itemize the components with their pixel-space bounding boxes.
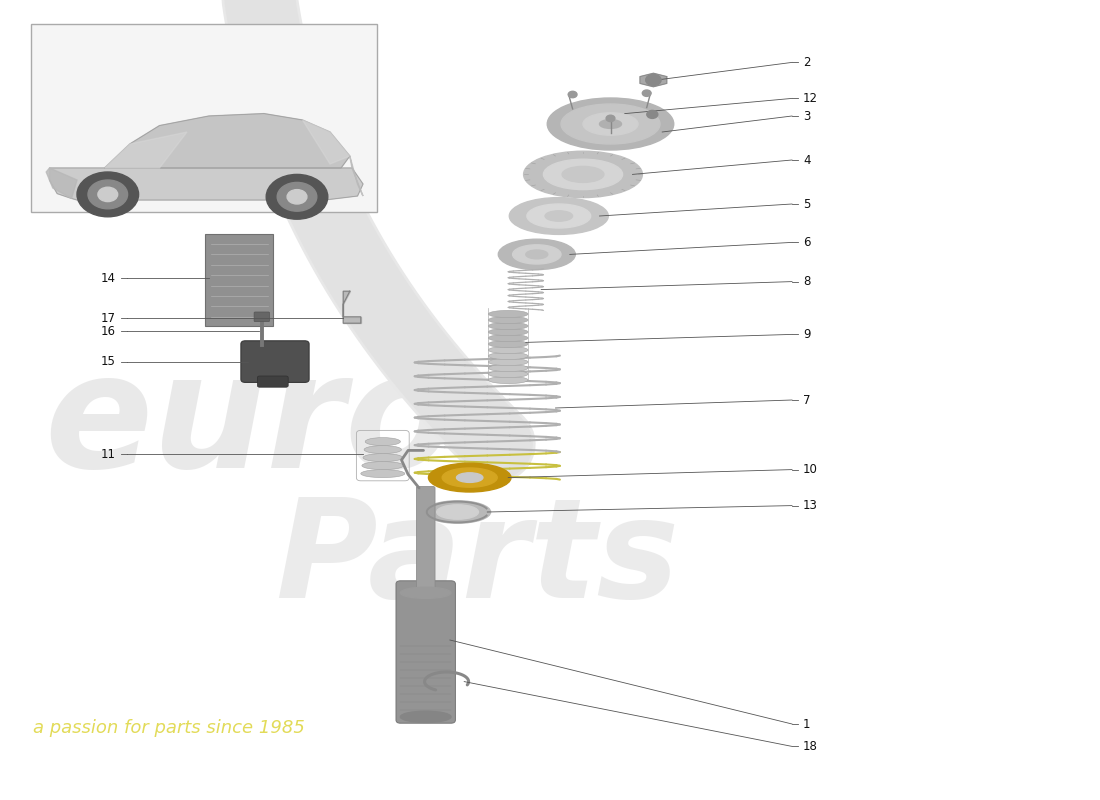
Text: 16: 16	[100, 325, 116, 338]
Polygon shape	[343, 291, 361, 323]
Text: 6: 6	[803, 236, 811, 249]
Ellipse shape	[488, 370, 528, 378]
Text: 7: 7	[803, 394, 811, 406]
FancyBboxPatch shape	[254, 312, 270, 322]
Circle shape	[287, 190, 307, 204]
Ellipse shape	[488, 358, 528, 366]
Ellipse shape	[400, 711, 451, 722]
Ellipse shape	[488, 328, 528, 336]
Ellipse shape	[513, 245, 561, 264]
Circle shape	[98, 187, 118, 202]
Text: 8: 8	[803, 275, 811, 288]
FancyBboxPatch shape	[416, 486, 436, 594]
Ellipse shape	[456, 473, 483, 482]
Ellipse shape	[429, 463, 510, 492]
Text: 5: 5	[803, 198, 811, 210]
Ellipse shape	[488, 334, 528, 342]
Ellipse shape	[437, 505, 478, 519]
Ellipse shape	[548, 98, 673, 150]
Polygon shape	[302, 120, 350, 164]
Ellipse shape	[425, 501, 491, 523]
FancyBboxPatch shape	[205, 234, 273, 326]
Ellipse shape	[488, 341, 528, 348]
Ellipse shape	[543, 159, 623, 190]
Text: 11: 11	[100, 448, 116, 461]
Ellipse shape	[488, 346, 528, 354]
Ellipse shape	[364, 446, 402, 454]
Ellipse shape	[488, 322, 528, 330]
Polygon shape	[46, 168, 77, 198]
Ellipse shape	[544, 210, 572, 222]
Text: 2: 2	[803, 56, 811, 69]
Circle shape	[642, 90, 651, 97]
Ellipse shape	[524, 151, 642, 198]
Circle shape	[606, 115, 615, 122]
Polygon shape	[640, 74, 667, 86]
Ellipse shape	[361, 470, 405, 478]
Ellipse shape	[362, 462, 404, 470]
Text: 18: 18	[803, 740, 818, 753]
Ellipse shape	[561, 104, 660, 144]
Ellipse shape	[498, 239, 575, 270]
Ellipse shape	[527, 204, 591, 228]
Ellipse shape	[365, 438, 400, 446]
Ellipse shape	[488, 377, 528, 384]
Circle shape	[77, 172, 139, 217]
Text: 1: 1	[803, 718, 811, 730]
Ellipse shape	[488, 352, 528, 360]
Text: a passion for parts since 1985: a passion for parts since 1985	[33, 719, 305, 737]
Text: 10: 10	[803, 463, 818, 476]
Polygon shape	[104, 114, 350, 168]
Ellipse shape	[488, 317, 528, 324]
Text: 3: 3	[803, 110, 811, 122]
Text: 14: 14	[100, 272, 116, 285]
Polygon shape	[350, 156, 363, 196]
Circle shape	[647, 110, 658, 118]
Circle shape	[646, 74, 661, 86]
Ellipse shape	[488, 365, 528, 372]
Text: 4: 4	[803, 154, 811, 166]
Text: 12: 12	[803, 92, 818, 105]
Polygon shape	[50, 168, 363, 200]
Bar	[31, 24, 377, 212]
Polygon shape	[104, 132, 187, 168]
Ellipse shape	[488, 310, 528, 318]
Circle shape	[569, 91, 578, 98]
Ellipse shape	[562, 166, 604, 182]
Text: euro: euro	[44, 346, 454, 502]
Ellipse shape	[526, 250, 548, 258]
Text: 13: 13	[803, 499, 818, 512]
Text: 17: 17	[100, 312, 116, 325]
Ellipse shape	[442, 468, 497, 487]
Ellipse shape	[583, 113, 638, 135]
FancyBboxPatch shape	[241, 341, 309, 382]
Ellipse shape	[509, 198, 608, 234]
Ellipse shape	[400, 587, 451, 598]
Circle shape	[88, 180, 128, 209]
Ellipse shape	[600, 119, 621, 128]
Circle shape	[266, 174, 328, 219]
Circle shape	[277, 182, 317, 211]
Text: Parts: Parts	[275, 493, 679, 627]
Text: 15: 15	[100, 355, 116, 368]
Ellipse shape	[363, 454, 403, 462]
Text: 9: 9	[803, 328, 811, 341]
FancyBboxPatch shape	[257, 376, 288, 387]
FancyBboxPatch shape	[396, 581, 455, 723]
